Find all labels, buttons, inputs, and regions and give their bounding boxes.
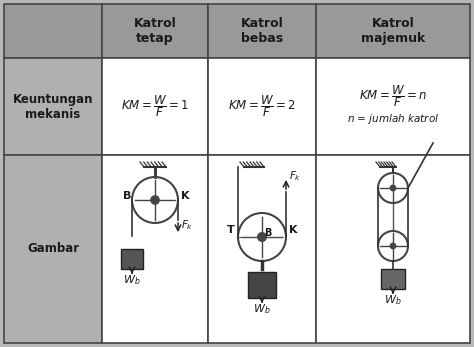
Bar xyxy=(102,155,208,343)
Text: Katrol
tetap: Katrol tetap xyxy=(134,17,176,45)
Bar xyxy=(316,4,470,58)
Circle shape xyxy=(390,243,396,249)
Circle shape xyxy=(151,196,159,204)
Bar xyxy=(102,4,208,58)
Bar xyxy=(102,58,208,155)
Text: $W_b$: $W_b$ xyxy=(123,273,141,287)
Text: T: T xyxy=(227,225,235,235)
Text: $W_b$: $W_b$ xyxy=(384,293,402,307)
Text: Keuntungan
mekanis: Keuntungan mekanis xyxy=(13,93,93,120)
Text: $n$ = jumlah katrol: $n$ = jumlah katrol xyxy=(347,111,439,126)
Bar xyxy=(316,155,470,343)
Text: B: B xyxy=(123,191,131,201)
Text: Gambar: Gambar xyxy=(27,243,79,255)
Circle shape xyxy=(390,185,396,191)
Text: $KM=\dfrac{W}{F}=1$: $KM=\dfrac{W}{F}=1$ xyxy=(121,94,189,119)
Bar xyxy=(4,58,102,155)
Bar xyxy=(121,249,143,269)
Bar xyxy=(4,155,102,343)
Bar xyxy=(4,4,102,58)
Bar xyxy=(316,58,470,155)
Text: $F_k$: $F_k$ xyxy=(181,218,193,232)
Bar xyxy=(381,269,405,289)
Text: $KM=\dfrac{W}{F}=2$: $KM=\dfrac{W}{F}=2$ xyxy=(228,94,296,119)
Text: Katrol
majemuk: Katrol majemuk xyxy=(361,17,425,45)
Bar xyxy=(248,272,276,298)
Bar xyxy=(208,4,316,58)
Text: K: K xyxy=(181,191,190,201)
Circle shape xyxy=(258,233,266,241)
Text: Katrol
bebas: Katrol bebas xyxy=(241,17,283,45)
Text: $W_b$: $W_b$ xyxy=(253,302,271,316)
Bar xyxy=(208,58,316,155)
Text: B: B xyxy=(264,228,272,238)
Text: $F_k$: $F_k$ xyxy=(289,169,301,183)
Bar xyxy=(208,155,316,343)
Text: K: K xyxy=(289,225,298,235)
Text: $KM=\dfrac{W}{F}=n$: $KM=\dfrac{W}{F}=n$ xyxy=(359,84,427,109)
